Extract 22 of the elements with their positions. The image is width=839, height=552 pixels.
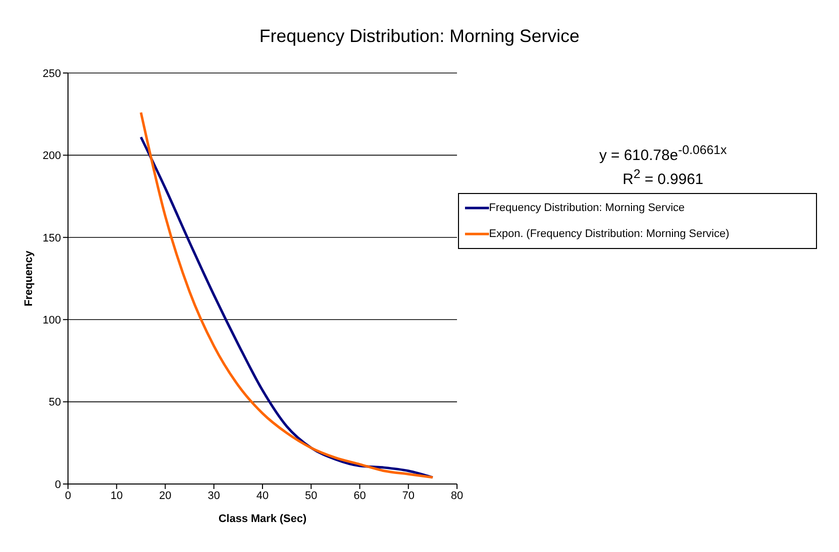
legend-label: Frequency Distribution: Morning Service [489, 202, 685, 214]
x-tick-label: 30 [208, 490, 220, 502]
text: y = 610.78e$^{-0.0661x}$ [568, 143, 758, 164]
x-tick-label: 70 [402, 490, 414, 502]
x-tick-label: 60 [354, 490, 366, 502]
x-tick-label: 80 [450, 490, 464, 502]
text: R$^{2}$ = 0.9961 [568, 167, 758, 188]
y-tick-label: 50 [48, 396, 61, 409]
y-tick-label: 250 [42, 68, 61, 80]
x-tick-label: 40 [256, 490, 269, 502]
y-tick-label: 0 [54, 478, 61, 491]
x-tick-label: 10 [110, 490, 123, 502]
y-tick-label: 150 [42, 232, 61, 244]
y-tick-label: 200 [42, 150, 61, 162]
x-tick-label: 0 [64, 490, 72, 502]
x-tick-label: 20 [159, 490, 172, 502]
chart-title: Frequency Distribution: Morning Service [258, 26, 581, 47]
legend-label: Expon. (Frequency Distribution: Morning Service) [489, 228, 730, 240]
y-axis-title: Frequency [22, 250, 35, 306]
x-axis-title: Class Mark (Sec) [218, 513, 307, 525]
x-tick-label: 50 [305, 490, 318, 502]
y-tick-label: 100 [42, 314, 61, 327]
